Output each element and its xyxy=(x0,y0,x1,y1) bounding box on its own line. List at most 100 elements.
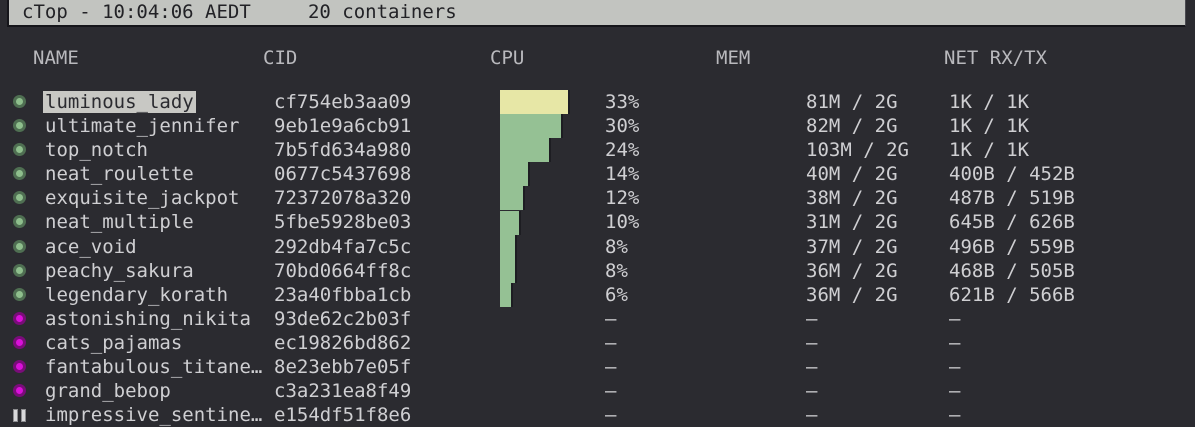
cpu-bar xyxy=(500,282,513,307)
cell-net: 496B / 559B xyxy=(949,235,1075,258)
table-row[interactable]: astonishing_nikita 93de62c2b03f – – – xyxy=(0,307,1195,331)
table-row[interactable]: luminous_lady cf754eb3aa09 33% 81M / 2G 1K /… xyxy=(0,90,1195,114)
pause-icon xyxy=(13,408,28,423)
cell-cid: 7b5fd634a980 xyxy=(274,139,412,162)
table-row[interactable]: grand_bebop c3a231ea8f49 – – – xyxy=(0,379,1195,403)
table-row[interactable]: cats_pajamas ec19826bd862 – – – xyxy=(0,331,1195,355)
container-name: ultimate_jennifer xyxy=(45,115,240,138)
cell-cid: 93de62c2b03f xyxy=(274,307,412,330)
cell-name: fantabulous_titane… xyxy=(45,355,262,379)
cell-name: cats_pajamas xyxy=(45,331,182,355)
container-name: top_notch xyxy=(45,139,148,162)
cell-mem: 82M / 2G xyxy=(806,115,898,138)
cell-cpu: 8% xyxy=(605,259,628,282)
status-running-icon xyxy=(13,191,28,206)
column-header-cpu[interactable]: CPU xyxy=(490,47,525,69)
cell-mem: 81M / 2G xyxy=(806,91,898,113)
table-row[interactable]: ace_void 292db4fa7c5c 8% 37M / 2G 496B / 559… xyxy=(0,235,1195,259)
status-running-icon xyxy=(13,287,28,303)
container-name: cats_pajamas xyxy=(45,331,183,354)
cell-net: 621B / 566B xyxy=(949,283,1075,306)
cell-mem: 31M / 2G xyxy=(806,211,898,234)
cpu-sparkline-chart xyxy=(500,90,595,307)
cell-cpu: – xyxy=(605,331,617,354)
cell-mem: – xyxy=(806,380,818,403)
cell-name: ace_void xyxy=(45,235,137,259)
cell-cid: cf754eb3aa09 xyxy=(274,91,412,113)
container-name: impressive_sentine… xyxy=(45,404,263,427)
cell-cpu: 14% xyxy=(605,163,640,186)
cell-cpu: 8% xyxy=(605,235,628,258)
table-row[interactable]: impressive_sentine… e154df51f8e6 – – – xyxy=(0,403,1195,427)
status-dot xyxy=(13,119,26,133)
cell-cid: e154df51f8e6 xyxy=(274,404,412,427)
cell-net: – xyxy=(949,356,961,379)
container-name: neat_multiple xyxy=(45,211,194,234)
cell-net: 468B / 505B xyxy=(949,259,1075,282)
table-row[interactable]: peachy_sakura 70bd0664ff8c 8% 36M / 2G 468B … xyxy=(0,259,1195,283)
container-name: fantabulous_titane… xyxy=(45,356,263,379)
cell-cid: 72372078a320 xyxy=(274,187,412,210)
container-name: peachy_sakura xyxy=(45,259,194,282)
status-dot xyxy=(13,335,26,349)
table-row[interactable]: neat_roulette 0677c5437698 14% 40M / 2G 400B… xyxy=(0,162,1195,186)
cell-net: 400B / 452B xyxy=(949,163,1075,186)
cell-cid: 8e23ebb7e05f xyxy=(274,356,412,379)
cell-cpu: 12% xyxy=(605,187,640,210)
status-running-icon xyxy=(13,167,28,182)
cell-name: legendary_korath xyxy=(45,283,228,307)
title-bar: cTop - 10:04:06 AEDT 20 containers xyxy=(7,0,1186,27)
cell-name: neat_roulette xyxy=(45,162,194,186)
status-dot xyxy=(13,384,26,398)
cell-name: grand_bebop xyxy=(45,379,171,403)
cell-cpu: – xyxy=(605,404,617,427)
cell-cid: 0677c5437698 xyxy=(274,163,412,186)
container-name: neat_roulette xyxy=(45,163,194,186)
status-dot xyxy=(13,167,26,181)
container-name: legendary_korath xyxy=(45,283,229,306)
status-dot xyxy=(13,239,26,253)
cpu-bar xyxy=(500,210,522,235)
status-dot xyxy=(13,360,26,374)
status-dot xyxy=(13,95,26,108)
cpu-bar xyxy=(500,90,570,115)
cell-net: 487B / 519B xyxy=(949,187,1075,210)
status-dot xyxy=(13,287,26,301)
status-exited-icon xyxy=(13,311,28,327)
container-name: luminous_lady xyxy=(43,91,196,113)
cell-name: impressive_sentine… xyxy=(45,403,262,427)
cell-mem: – xyxy=(806,404,818,427)
cell-name: top_notch xyxy=(45,138,148,162)
table-row[interactable]: exquisite_jackpot 72372078a320 12% 38M / 2G… xyxy=(0,186,1195,210)
column-header-mem[interactable]: MEM xyxy=(716,47,751,69)
cell-cid: 23a40fbba1cb xyxy=(274,283,412,306)
column-header-name[interactable]: NAME xyxy=(33,47,79,69)
status-dot xyxy=(13,143,26,157)
table-row[interactable]: fantabulous_titane… 8e23ebb7e05f – – – xyxy=(0,355,1195,379)
table-row[interactable]: ultimate_jennifer 9eb1e9a6cb91 30% 82M / 2G… xyxy=(0,114,1195,138)
cell-net: – xyxy=(949,307,961,330)
table-row[interactable]: top_notch 7b5fd634a980 24% 103M / 2G 1K / 1K xyxy=(0,138,1195,162)
cell-net: 1K / 1K xyxy=(949,139,1030,162)
status-running-icon xyxy=(13,215,28,230)
status-exited-icon xyxy=(13,384,28,399)
cell-name: astonishing_nikita xyxy=(45,307,251,331)
column-header-row: NAME CID CPU MEM NET RX/TX xyxy=(0,45,1195,71)
column-header-cid[interactable]: CID xyxy=(263,47,298,69)
cell-cid: c3a231ea8f49 xyxy=(274,380,412,403)
table-row[interactable]: legendary_korath 23a40fbba1cb 6% 36M / 2G 62… xyxy=(0,283,1195,307)
cell-name: luminous_lady xyxy=(43,90,196,114)
cell-name: ultimate_jennifer xyxy=(45,114,239,138)
cell-cpu: 33% xyxy=(605,91,640,113)
cell-mem: – xyxy=(806,307,818,330)
status-dot xyxy=(13,191,26,205)
cpu-bar xyxy=(500,162,530,187)
column-header-net[interactable]: NET RX/TX xyxy=(944,47,1047,69)
status-running-icon xyxy=(13,263,28,279)
table-row[interactable]: neat_multiple 5fbe5928be03 10% 31M / 2G 645B… xyxy=(0,210,1195,234)
status-running-icon xyxy=(13,95,28,110)
cpu-bar xyxy=(500,114,564,139)
cell-mem: – xyxy=(806,356,818,379)
cell-cid: 9eb1e9a6cb91 xyxy=(274,115,412,138)
